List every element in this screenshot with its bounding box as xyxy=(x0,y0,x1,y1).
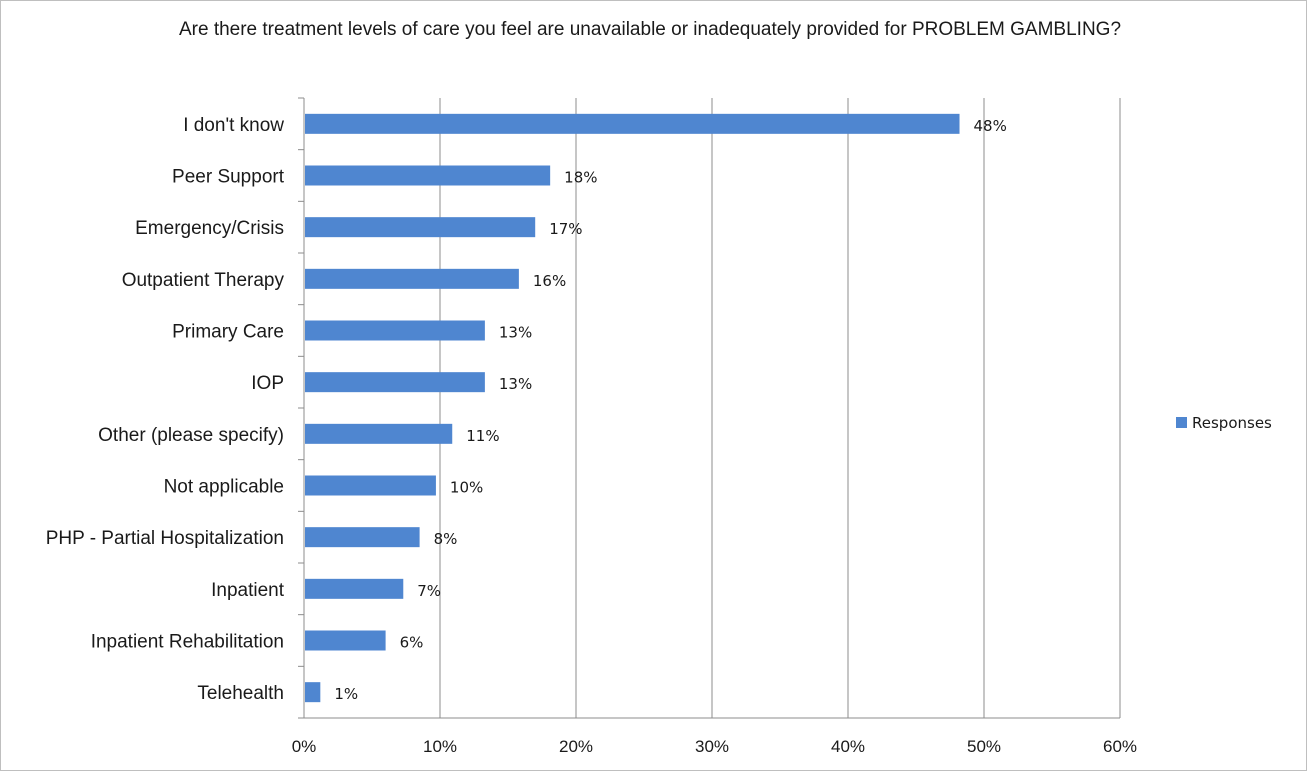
data-label: 7% xyxy=(417,582,441,600)
bar xyxy=(305,578,404,599)
bar xyxy=(305,630,386,651)
category-label: Inpatient xyxy=(211,580,285,601)
x-tick-label: 50% xyxy=(967,737,1001,756)
x-tick-label: 0% xyxy=(292,737,317,756)
axes xyxy=(298,97,1120,719)
x-tick-label: 60% xyxy=(1103,737,1137,756)
bar xyxy=(305,682,321,703)
data-label: 10% xyxy=(450,479,483,497)
data-label: 13% xyxy=(499,324,532,342)
bar xyxy=(305,423,453,444)
data-label: 48% xyxy=(974,117,1007,135)
bar xyxy=(305,217,536,238)
gridlines xyxy=(439,98,1121,718)
category-label: Other (please specify) xyxy=(98,425,284,446)
category-label: I don't know xyxy=(183,115,284,136)
data-label: 11% xyxy=(466,427,499,445)
labels: 0% 10% 20% 30% 40% 50% 60% I don't know 48% Peer … xyxy=(46,115,1137,756)
category-label: PHP - Partial Hospitalization xyxy=(46,528,284,549)
bar xyxy=(305,165,551,186)
bar xyxy=(305,475,436,496)
category-label: Peer Support xyxy=(172,167,285,188)
category-label: Primary Care xyxy=(172,322,284,343)
x-tick-label: 30% xyxy=(695,737,729,756)
legend-swatch xyxy=(1176,417,1187,428)
bar xyxy=(305,372,485,393)
data-label: 16% xyxy=(533,272,566,290)
category-label: Emergency/Crisis xyxy=(135,218,284,239)
category-label: Telehealth xyxy=(197,683,284,704)
data-label: 13% xyxy=(499,375,532,393)
data-label: 8% xyxy=(434,530,458,548)
category-label: Not applicable xyxy=(164,477,284,498)
data-label: 1% xyxy=(334,685,358,703)
bar xyxy=(305,113,960,134)
legend: Responses xyxy=(1176,414,1272,432)
category-label: Outpatient Therapy xyxy=(122,270,285,291)
data-label: 17% xyxy=(549,220,582,238)
legend-label: Responses xyxy=(1192,414,1272,432)
bar xyxy=(305,320,485,341)
category-label: IOP xyxy=(251,373,284,394)
category-label: Inpatient Rehabilitation xyxy=(91,632,284,653)
bar xyxy=(305,527,420,548)
x-tick-label: 40% xyxy=(831,737,865,756)
chart-title: Are there treatment levels of care you f… xyxy=(178,19,1122,40)
bar xyxy=(305,268,519,289)
bars xyxy=(305,113,960,703)
data-label: 6% xyxy=(400,634,424,652)
x-tick-label: 20% xyxy=(559,737,593,756)
data-label: 18% xyxy=(564,169,597,187)
x-tick-label: 10% xyxy=(423,737,457,756)
